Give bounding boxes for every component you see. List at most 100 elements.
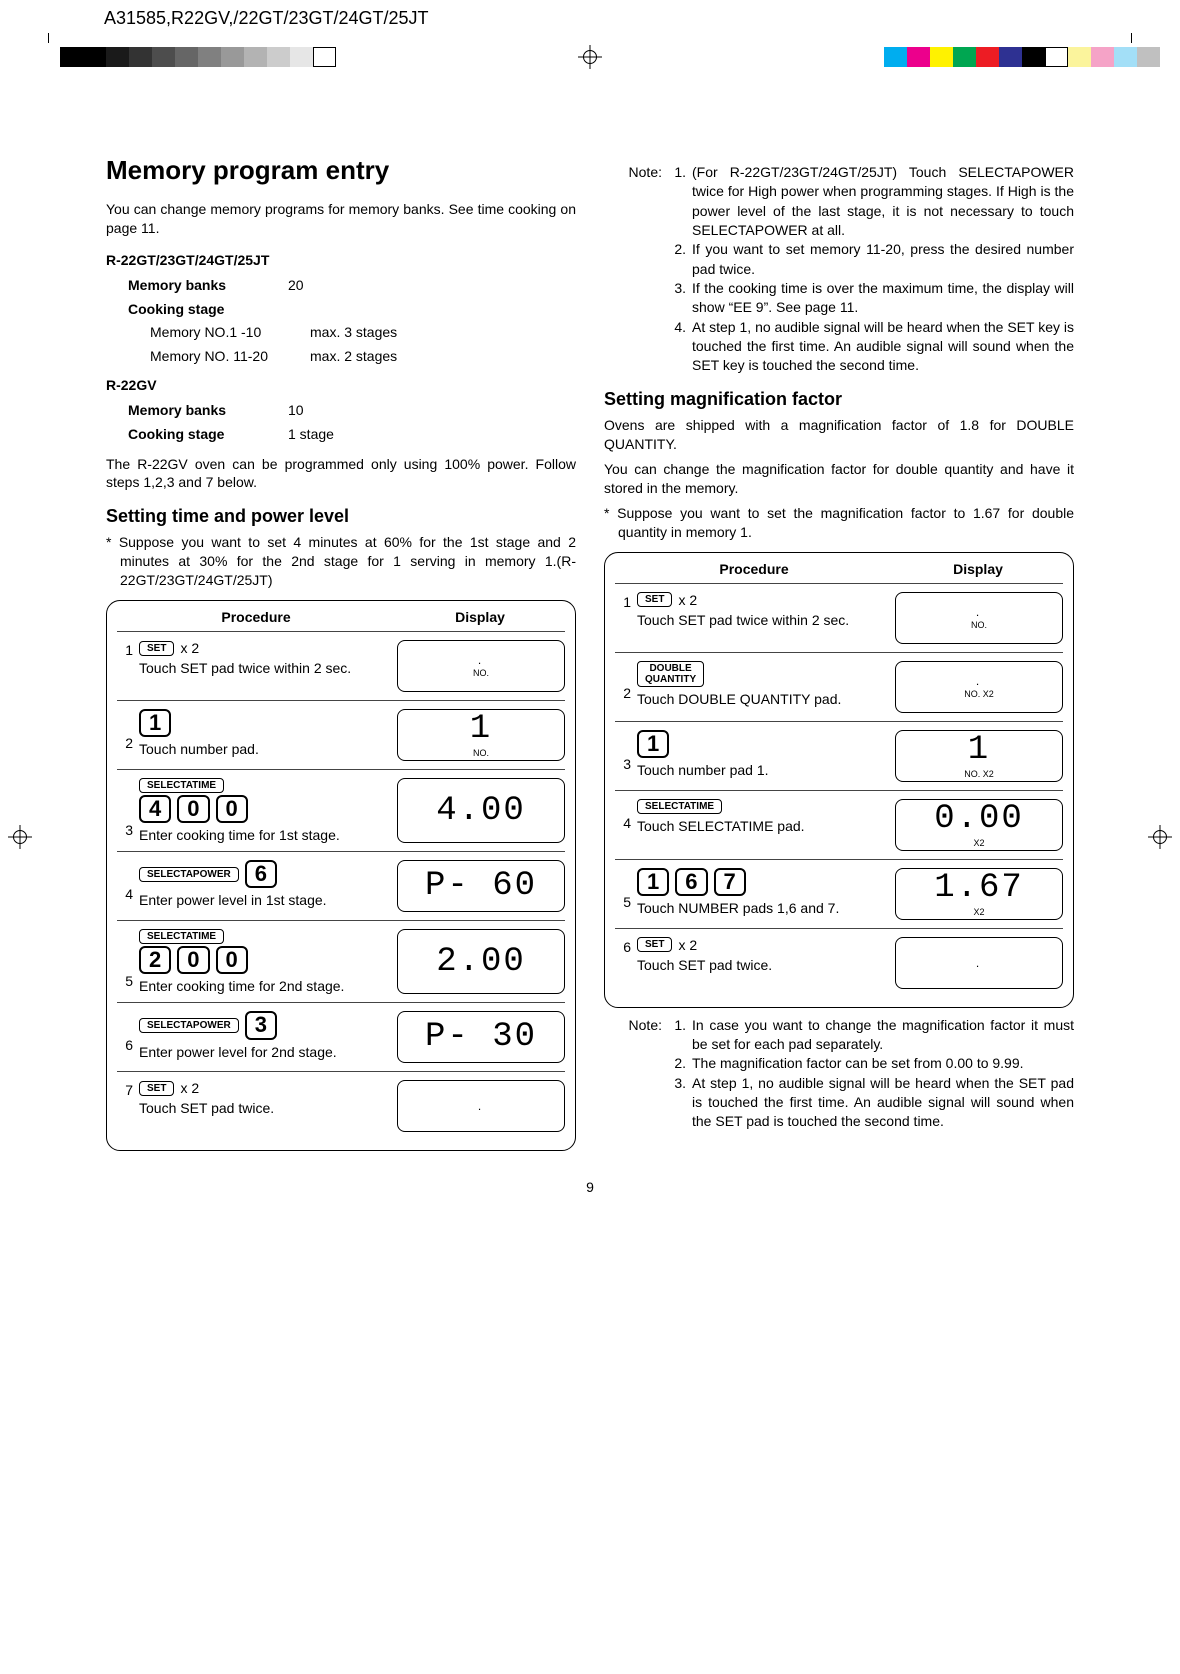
step-number: 5 <box>615 868 631 920</box>
step-number: 1 <box>117 640 133 692</box>
table-row: 5 SELECTATIME 200 Enter cooking time for… <box>117 920 565 1002</box>
number-pad: 1 <box>637 730 669 758</box>
display-panel: 1 NO. X2 <box>895 730 1063 782</box>
heading-setting-time: Setting time and power level <box>106 506 576 527</box>
step-number: 6 <box>615 937 631 989</box>
spec-value: max. 3 stages <box>310 321 397 345</box>
display-sub: NO. <box>473 668 489 678</box>
example-text: * Suppose you want to set 4 minutes at 6… <box>106 533 576 590</box>
step-number: 3 <box>615 730 631 782</box>
print-color-bars <box>0 43 1180 71</box>
spec-table: Memory banks10 Cooking stage1 stage <box>128 399 576 447</box>
table-header: Procedure Display <box>117 601 565 631</box>
table-row: 5 167 Touch NUMBER pads 1,6 and 7. 1.67X… <box>615 859 1063 928</box>
set-pad: SET <box>139 1081 174 1096</box>
number-pad: 3 <box>245 1011 277 1039</box>
note-label: Note: <box>604 163 662 240</box>
set-pad: SET <box>139 641 174 656</box>
selectapower-pad: SELECTAPOWER <box>139 1018 239 1033</box>
table-row: 3 SELECTATIME 400 Enter cooking time for… <box>117 769 565 851</box>
color-swatches <box>884 47 1160 67</box>
step-text: Enter power level for 2nd stage. <box>139 1044 387 1060</box>
step-number: 4 <box>615 799 631 851</box>
spec-value: 20 <box>288 274 304 298</box>
table-row: 3 1 Touch number pad 1. 1 NO. X2 <box>615 721 1063 790</box>
step-text: Touch DOUBLE QUANTITY pad. <box>637 691 885 707</box>
page-content: Memory program entry You can change memo… <box>0 71 1180 1171</box>
number-pad: 0 <box>216 946 248 974</box>
notes-block: Note:1.(For R-22GT/23GT/24GT/25JT) Touch… <box>604 163 1074 375</box>
number-pad: 1 <box>139 709 171 737</box>
pad-multiplier: x 2 <box>678 592 697 608</box>
step-text: Touch SET pad twice within 2 sec. <box>637 612 885 628</box>
step-number: 6 <box>117 1011 133 1063</box>
spec-label: Cooking stage <box>128 423 288 447</box>
display-sub: NO. <box>473 748 489 758</box>
step-number: 2 <box>117 709 133 761</box>
set-pad: SET <box>637 937 672 952</box>
display-panel: P- 60 <box>397 860 565 912</box>
spec-label: Memory banks <box>128 274 288 298</box>
display-sub: NO. X2 <box>964 689 994 699</box>
step-text: Enter power level in 1st stage. <box>139 892 387 908</box>
step-number: 4 <box>117 860 133 912</box>
note-num: 1. <box>668 1016 686 1055</box>
number-pad: 0 <box>177 795 209 823</box>
spec-label: Memory banks <box>128 399 288 423</box>
heading-magnification: Setting magnification factor <box>604 389 1074 410</box>
display-value: 1 <box>968 733 990 767</box>
step-text: Touch NUMBER pads 1,6 and 7. <box>637 900 885 916</box>
set-pad: SET <box>637 592 672 607</box>
table-row: 6 SETx 2 Touch SET pad twice. . <box>615 928 1063 997</box>
spec-sublabel: Memory NO. 11-20 <box>150 345 310 369</box>
display-sub: NO. X2 <box>964 769 994 779</box>
model-heading: R-22GV <box>106 377 576 393</box>
display-panel: .NO. <box>397 640 565 692</box>
selectapower-pad: SELECTAPOWER <box>139 867 239 882</box>
table-row: 4 SELECTAPOWER 6 Enter power level in 1st… <box>117 851 565 920</box>
number-pad: 0 <box>177 946 209 974</box>
registration-mark-icon <box>8 825 32 849</box>
display-sub: NO. <box>971 620 987 630</box>
pad-multiplier: x 2 <box>180 1080 199 1096</box>
note-text: The R-22GV oven can be programmed only u… <box>106 455 576 493</box>
step-text: Touch number pad 1. <box>637 762 885 778</box>
table-row: 7 SETx 2 Touch SET pad twice. . <box>117 1071 565 1140</box>
crop-marks-top <box>0 33 1180 43</box>
display-value: 1.67 <box>934 871 1024 905</box>
spec-value: 1 stage <box>288 423 334 447</box>
number-pad: 6 <box>245 860 277 888</box>
step-text: Touch SET pad twice within 2 sec. <box>139 660 387 676</box>
step-number: 7 <box>117 1080 133 1132</box>
page-number: 9 <box>0 1179 1180 1195</box>
display-panel: 0.00X2 <box>895 799 1063 851</box>
registration-mark-icon <box>1148 825 1172 849</box>
display-value: P- 60 <box>425 869 537 903</box>
display-value: 0.00 <box>934 802 1024 836</box>
selectatime-pad: SELECTATIME <box>637 799 722 814</box>
col-header: Display <box>893 561 1063 577</box>
step-text: Enter cooking time for 2nd stage. <box>139 978 387 994</box>
table-header: Procedure Display <box>615 553 1063 583</box>
procedure-box: Procedure Display 1 SET x 2 Touch SET pad… <box>604 552 1074 1008</box>
number-pad: 7 <box>714 868 746 896</box>
table-row: 2 DOUBLE QUANTITY Touch DOUBLE QUANTITY … <box>615 652 1063 721</box>
spec-value: max. 2 stages <box>310 345 397 369</box>
display-value: 1 <box>470 712 492 746</box>
pad-multiplier: x 2 <box>678 937 697 953</box>
note-text: In case you want to change the magnifica… <box>692 1016 1074 1055</box>
heading-memory-program: Memory program entry <box>106 155 576 186</box>
number-pad: 6 <box>675 868 707 896</box>
number-pad: 1 <box>637 868 669 896</box>
note-num: 4. <box>668 318 686 376</box>
pad-multiplier: x 2 <box>180 640 199 656</box>
note-num: 1. <box>668 163 686 240</box>
table-row: 4 SELECTATIME Touch SELECTATIME pad. 0.0… <box>615 790 1063 859</box>
display-panel: .NO. X2 <box>895 661 1063 713</box>
selectatime-pad: SELECTATIME <box>139 929 224 944</box>
table-row: 1 SETx 2 Touch SET pad twice within 2 se… <box>615 583 1063 652</box>
display-panel: 2.00 <box>397 929 565 994</box>
note-num: 3. <box>668 279 686 318</box>
spec-value: 10 <box>288 399 304 423</box>
double-quantity-pad: DOUBLE QUANTITY <box>637 661 704 687</box>
